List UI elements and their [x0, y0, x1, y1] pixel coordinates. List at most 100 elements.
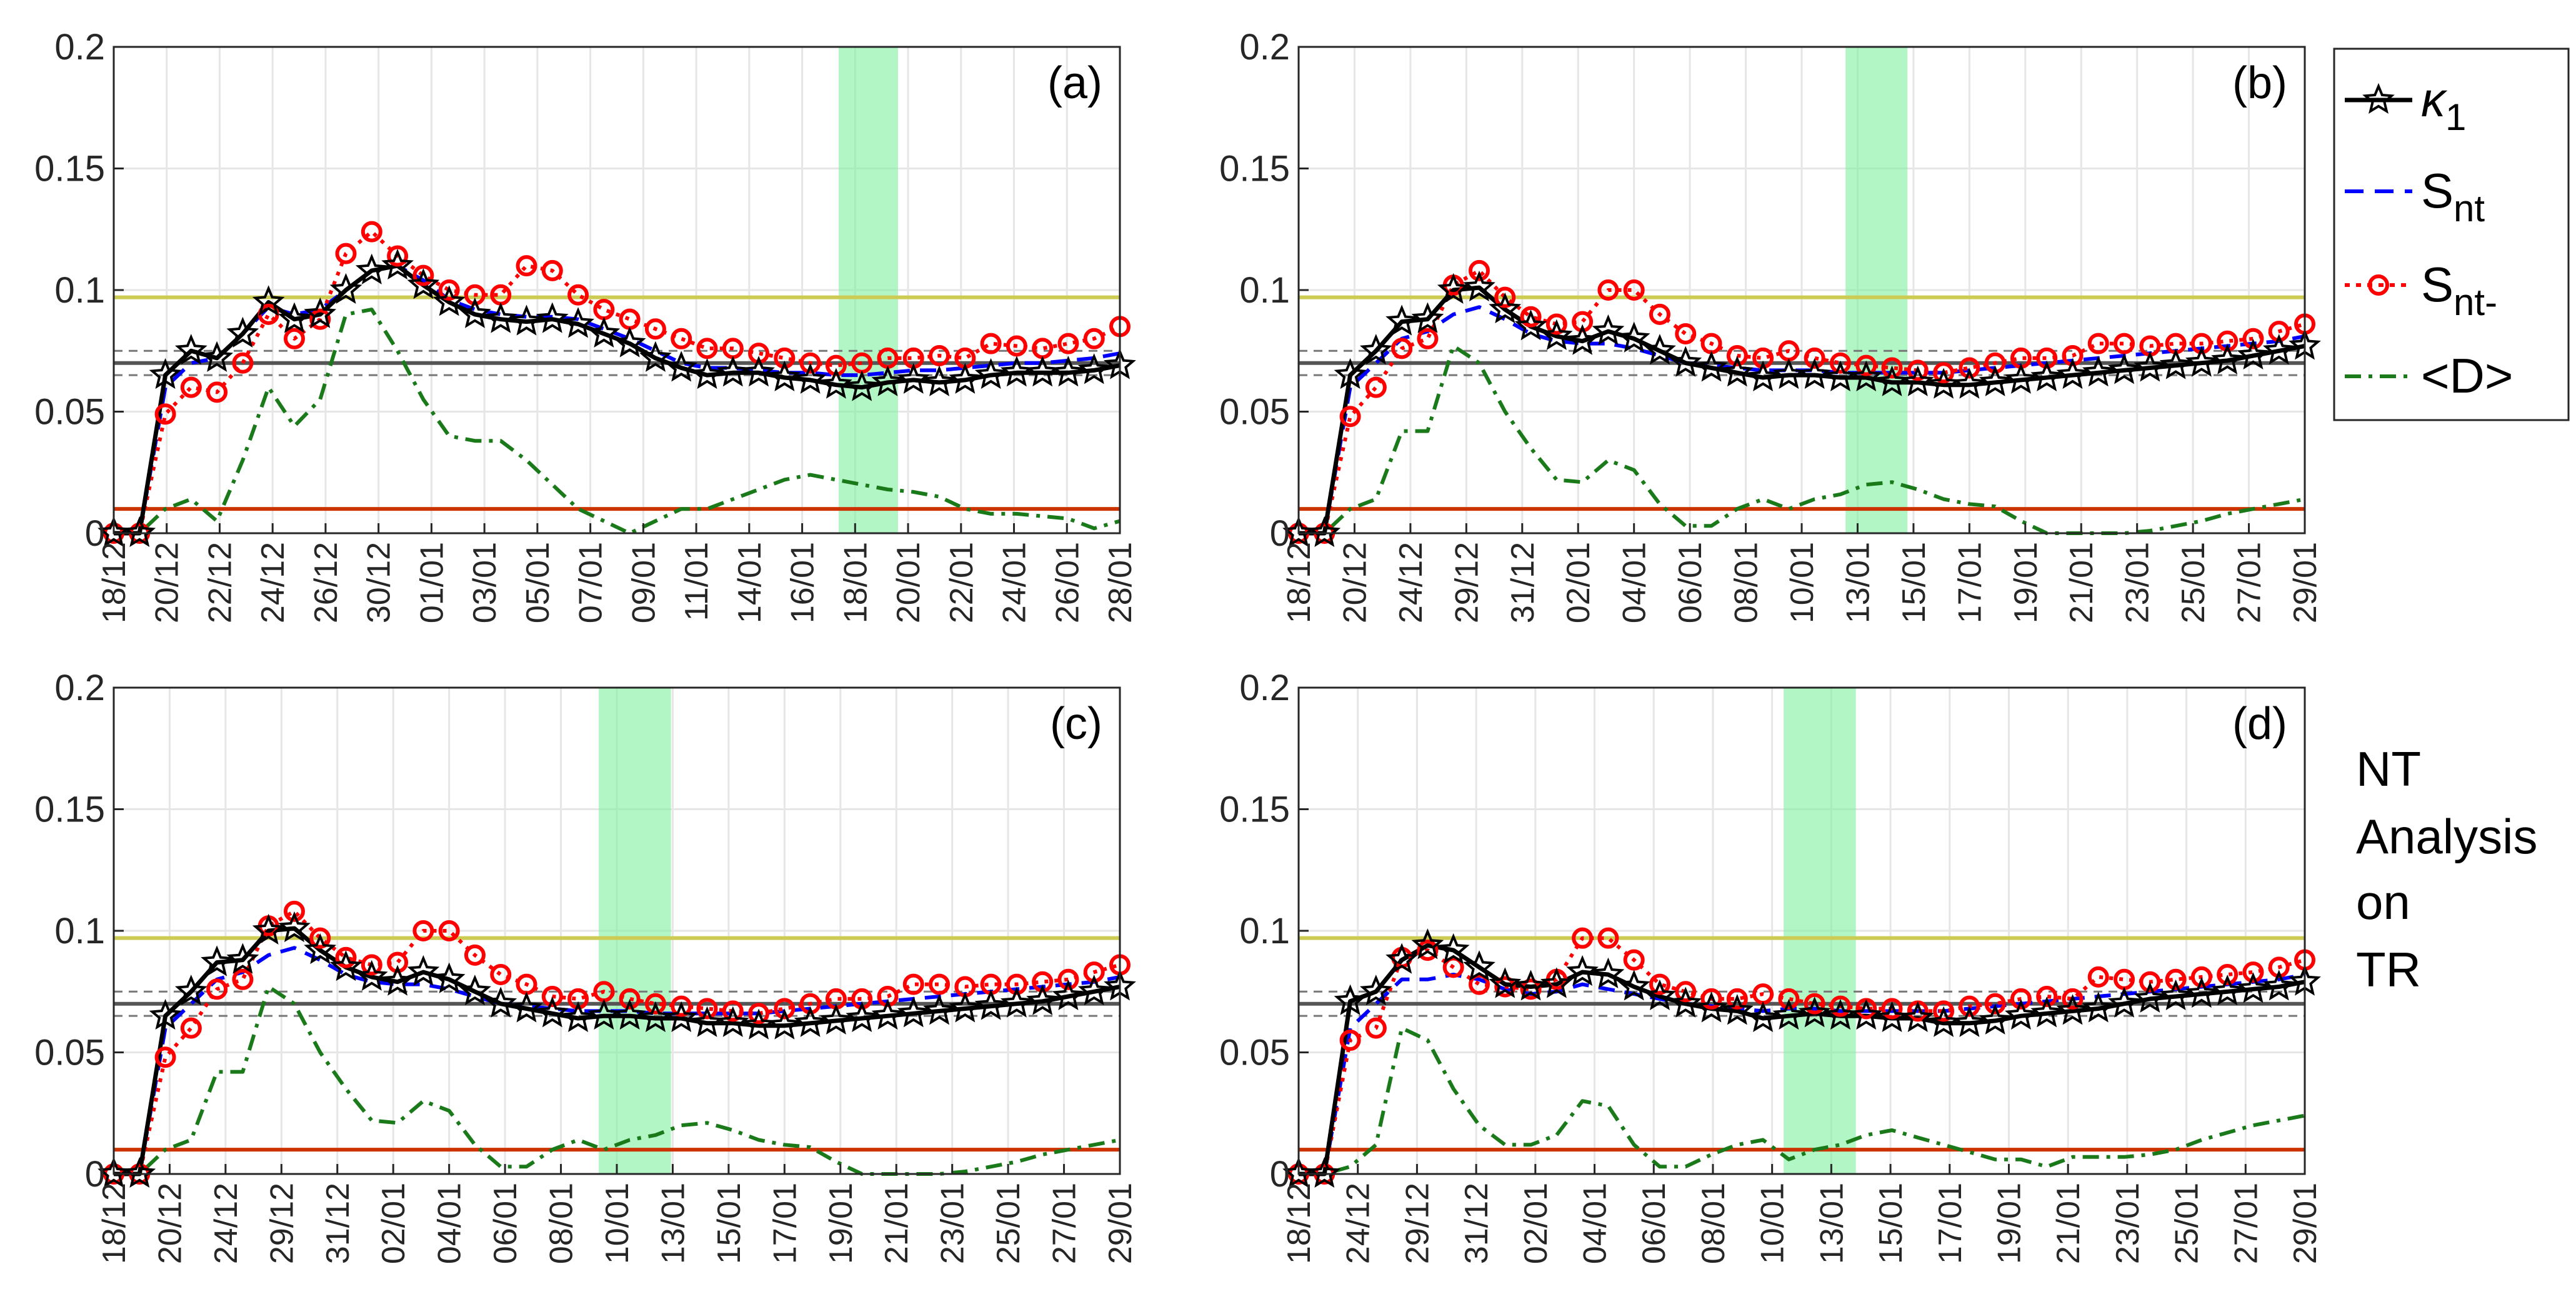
marker-sntm: [1881, 357, 1903, 379]
x-tick-label: 17/01: [1952, 542, 1988, 623]
series-line-sntm: [1299, 268, 2305, 535]
marker-kappa: [1026, 984, 1059, 1015]
x-tick-label: 08/01: [1695, 1183, 1732, 1264]
chart-panel-0: 0 0.05 0.1 0.15 0.2 18/12 20/12 22/12 24/12 26/12…: [34, 27, 1139, 623]
marker-kappa: [123, 1156, 156, 1188]
marker-kappa: [2262, 334, 2295, 365]
marker-sntm: [541, 986, 563, 1008]
marker-sntm: [516, 255, 537, 277]
x-tick-label: 04/01: [1617, 542, 1653, 623]
x-tick-label: 16/01: [785, 542, 821, 623]
x-tick-label: 10/01: [1755, 1183, 1791, 1264]
x-tick-label: 14/01: [732, 542, 768, 623]
marker-kappa: [2185, 346, 2218, 377]
marker-kappa: [1489, 292, 1522, 324]
marker-kappa: [1669, 986, 1702, 1018]
x-tick-label: 07/01: [573, 542, 609, 623]
marker-kappa: [174, 975, 207, 1006]
marker-kappa: [716, 1006, 749, 1037]
marker-kappa: [2159, 348, 2192, 379]
marker-sntm: [154, 1046, 176, 1068]
marker-kappa: [1695, 991, 1728, 1023]
marker-kappa: [1359, 334, 1392, 365]
marker-sntm: [696, 998, 718, 1020]
marker-kappa: [1540, 319, 1573, 350]
marker-sntm: [1623, 949, 1645, 971]
marker-sntm: [180, 376, 202, 398]
marker-sntm: [1933, 362, 1955, 384]
marker-sntm: [1675, 981, 1697, 1003]
x-tick-label: 31/12: [320, 1183, 356, 1264]
x-tick-label: 06/01: [1672, 542, 1709, 623]
marker-kappa: [1927, 1006, 1960, 1037]
y-tick-label: 0.2: [1239, 27, 1290, 68]
marker-kappa: [1617, 970, 1650, 1001]
marker-kappa: [2005, 999, 2037, 1030]
x-tick-label: 27/01: [2228, 1183, 2264, 1264]
marker-kappa: [1514, 970, 1547, 1001]
side-label-line: Analysis: [2356, 809, 2537, 864]
marker-kappa: [716, 356, 749, 387]
marker-sntm: [1984, 993, 2006, 1015]
marker-kappa: [510, 304, 543, 336]
shaded-band: [1784, 688, 1856, 1174]
marker-kappa: [1411, 302, 1444, 333]
marker-kappa: [97, 1156, 130, 1188]
marker-kappa: [2030, 996, 2064, 1028]
marker-kappa: [1000, 356, 1033, 387]
x-tick-label: 04/01: [432, 1183, 468, 1264]
side-label: NT Analysis on TR: [2356, 741, 2537, 997]
legend-label-main: S: [2421, 257, 2454, 312]
marker-kappa: [1953, 368, 1986, 399]
x-tick-label: 24/12: [1340, 1183, 1377, 1264]
marker-sntm: [1057, 333, 1079, 354]
marker-sntm: [335, 243, 357, 264]
marker-kappa: [665, 1001, 698, 1033]
marker-kappa: [1308, 1156, 1341, 1188]
x-tick-label: 17/01: [767, 1183, 803, 1264]
marker-kappa: [226, 316, 259, 348]
marker-kappa: [2056, 994, 2089, 1025]
series-line-kappa: [114, 926, 1121, 1176]
panel-label: (d): [2232, 699, 2287, 749]
x-tick-label: 13/01: [655, 1183, 691, 1264]
marker-sntm: [206, 978, 228, 1000]
marker-sntm: [2062, 988, 2084, 1010]
y-tick-label: 0: [85, 513, 105, 554]
x-tick-label: 18/12: [96, 1183, 132, 1264]
legend-marker-kappa: [2362, 83, 2395, 114]
marker-kappa: [1282, 1156, 1315, 1188]
marker-sntm: [644, 318, 666, 340]
x-tick-label: 20/12: [152, 1183, 188, 1264]
marker-kappa: [2237, 972, 2270, 1003]
side-label-line: TR: [2356, 942, 2421, 997]
x-tick-label: 08/01: [544, 1183, 580, 1264]
marker-sntm: [1700, 988, 1722, 1010]
x-tick-label: 03/01: [467, 542, 503, 623]
marker-kappa: [1592, 957, 1625, 989]
marker-kappa: [1592, 314, 1625, 346]
marker-kappa: [2108, 353, 2140, 384]
x-tick-label: 18/12: [1281, 542, 1317, 623]
marker-sntm: [1907, 359, 1929, 381]
marker-kappa: [846, 1001, 879, 1033]
legend-label-main: κ: [2421, 72, 2448, 127]
shaded-band: [599, 688, 671, 1174]
x-tick-label: 15/01: [1896, 542, 1932, 623]
marker-kappa: [691, 358, 724, 389]
marker-sntm: [2217, 964, 2239, 986]
x-tick-label: 19/01: [2008, 542, 2044, 623]
legend-label: κ1: [2421, 72, 2466, 138]
marker-sntm: [412, 920, 434, 941]
marker-sntm: [1057, 968, 1079, 990]
marker-sntm: [1365, 376, 1387, 398]
marker-sntm: [154, 403, 176, 425]
marker-sntm: [2087, 966, 2109, 988]
marker-kappa: [1824, 360, 1857, 392]
marker-kappa: [329, 950, 362, 981]
marker-sntm: [1365, 1017, 1387, 1039]
marker-kappa: [1514, 309, 1547, 341]
side-label-line: NT: [2356, 741, 2421, 796]
marker-kappa: [1772, 358, 1805, 389]
